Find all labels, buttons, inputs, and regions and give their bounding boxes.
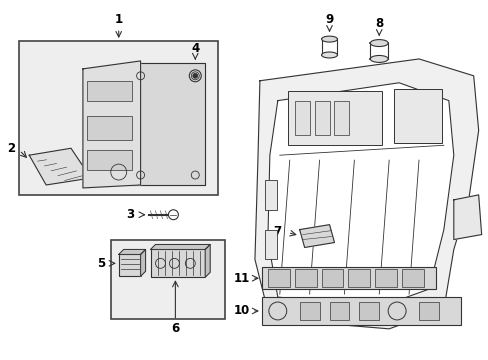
Bar [329, 302, 349, 320]
Polygon shape [130, 63, 205, 185]
Bar [262, 267, 435, 289]
Bar [347, 269, 369, 287]
Bar [334, 100, 349, 135]
Bar [262, 297, 460, 325]
Text: 5: 5 [97, 257, 105, 270]
Text: 10: 10 [233, 305, 249, 318]
Bar [150, 249, 205, 277]
Polygon shape [141, 249, 145, 276]
Bar [264, 180, 276, 210]
Polygon shape [299, 225, 334, 247]
Bar [87, 116, 131, 140]
Text: 1: 1 [114, 13, 122, 26]
Bar [267, 269, 289, 287]
Bar [87, 81, 131, 100]
Polygon shape [150, 244, 210, 249]
Bar [299, 302, 319, 320]
Text: 2: 2 [7, 142, 15, 155]
Ellipse shape [369, 55, 387, 62]
Text: 9: 9 [325, 13, 333, 26]
Polygon shape [83, 61, 141, 188]
Ellipse shape [369, 40, 387, 46]
Text: 4: 4 [191, 41, 199, 54]
Ellipse shape [321, 36, 337, 42]
Bar [294, 269, 316, 287]
Bar [314, 100, 329, 135]
Polygon shape [119, 249, 145, 255]
Bar [264, 230, 276, 260]
Circle shape [192, 73, 197, 78]
Text: 3: 3 [126, 208, 134, 221]
Bar [87, 150, 131, 170]
Bar [359, 302, 379, 320]
Text: 8: 8 [374, 17, 383, 30]
Bar [393, 89, 441, 143]
Ellipse shape [321, 52, 337, 58]
Bar [321, 269, 343, 287]
Bar [19, 41, 218, 195]
Polygon shape [205, 244, 210, 277]
Polygon shape [453, 195, 481, 239]
Bar [119, 255, 141, 276]
Text: 11: 11 [233, 272, 249, 285]
Polygon shape [29, 148, 91, 185]
Polygon shape [267, 83, 453, 307]
Bar [401, 269, 423, 287]
Bar [294, 100, 309, 135]
Polygon shape [254, 59, 478, 329]
Text: 6: 6 [171, 322, 179, 336]
Bar [374, 269, 396, 287]
Text: 7: 7 [273, 225, 281, 238]
Bar [111, 239, 224, 319]
Bar [418, 302, 438, 320]
Bar [287, 91, 382, 145]
